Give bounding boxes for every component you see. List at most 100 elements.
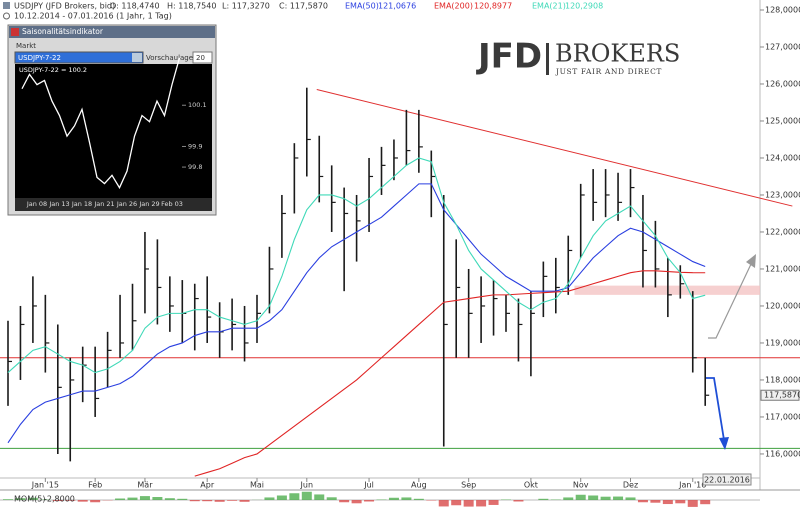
momentum-bar — [600, 496, 611, 500]
y-tick-label: 116,0000 — [765, 449, 800, 458]
momentum-bar — [202, 500, 213, 502]
logo-main: JFD — [476, 37, 542, 77]
momentum-bar — [3, 499, 13, 500]
logo-divider — [546, 43, 549, 75]
momentum-bar — [276, 495, 287, 500]
legend-name: EMA(50) — [345, 2, 379, 11]
x-tick-label: Dez — [623, 481, 638, 490]
legend-value: 120,2908 — [565, 2, 603, 11]
momentum-name: MOM(5) — [14, 495, 45, 504]
x-tick-label: Jan 26 — [116, 200, 137, 208]
x-tick-label: Mai — [250, 481, 264, 490]
momentum-bar — [451, 500, 462, 506]
y-tick-label: 128,0000 — [765, 5, 800, 14]
y-tick-label: 123,0000 — [765, 190, 800, 199]
ema-line — [194, 270, 706, 477]
price-tag-label: 117,5870 — [764, 391, 800, 400]
legend-name: EMA(21) — [532, 2, 566, 11]
x-tick-label: Jan 08 — [26, 200, 47, 208]
momentum-bar — [90, 500, 101, 503]
momentum-bar — [662, 500, 673, 505]
x-tick-label: Feb — [88, 481, 102, 490]
momentum-bar — [364, 500, 375, 502]
momentum-bar — [637, 500, 648, 503]
legend-name: EMA(200) — [434, 2, 473, 11]
logo-slogan: JUST FAIR AND DIRECT — [555, 67, 662, 76]
momentum-bar — [401, 497, 412, 500]
momentum-bar — [650, 500, 661, 503]
inset-content: 100.1 99.9 99.8 Jan 08 Jan 13 Jan 18 Jan 21 Jan… — [21, 57, 207, 208]
arrow-up-head — [746, 254, 756, 268]
market-label: Markt — [16, 42, 36, 50]
y-tick-label: 99.9 — [188, 142, 202, 150]
x-tick-label: Sep — [461, 481, 476, 490]
preview-label: Vorschaulage — [146, 54, 193, 62]
momentum-bar — [388, 497, 399, 500]
x-tick-label: Jun — [300, 481, 314, 490]
seasonality-window: Saisonalitätsindikator Markt USDJPY-7-22… — [7, 24, 217, 216]
window-titlebar — [9, 26, 215, 38]
ema-line — [7, 183, 706, 444]
momentum-bar — [575, 494, 586, 500]
y-tick-label: 100.1 — [188, 101, 207, 109]
x-tick-label: Okt — [524, 481, 538, 490]
inset-plot — [15, 64, 212, 198]
window-close[interactable] — [11, 28, 19, 36]
seasonality-line — [21, 57, 181, 190]
momentum-bar — [239, 500, 250, 502]
inset-axis — [15, 198, 212, 211]
momentum-bar — [351, 500, 362, 504]
momentum-bar — [77, 500, 88, 502]
momentum-bar — [314, 494, 325, 500]
momentum-bar — [700, 500, 711, 505]
momentum-bar — [52, 500, 63, 502]
x-tick-label: Jan '15 — [31, 481, 59, 490]
momentum-bar — [563, 497, 574, 500]
arrow-up — [708, 261, 753, 339]
x-tick-label: Jul — [363, 481, 374, 490]
ohlc-low: L: 117,3270 — [222, 2, 270, 11]
ohlc-open: O: 118,4740 — [110, 2, 160, 11]
momentum-bar — [177, 498, 188, 500]
momentum-bar — [127, 497, 138, 500]
preview-value: 20 — [196, 54, 205, 62]
y-tick-label: 99.8 — [188, 163, 202, 171]
menu-icon[interactable] — [3, 2, 10, 9]
x-tick-label: Jan 21 — [93, 200, 114, 208]
preview-input[interactable] — [192, 51, 213, 64]
trend-line — [316, 89, 793, 207]
momentum-value: -2,8000 — [44, 495, 75, 504]
momentum-bar — [538, 498, 549, 500]
momentum-bar — [189, 500, 200, 502]
y-tick-label: 121,0000 — [765, 264, 800, 273]
momentum-bar — [675, 500, 686, 504]
momentum-bar — [27, 497, 38, 500]
momentum-bar — [476, 500, 487, 507]
momentum-bar — [588, 495, 599, 500]
ohlc-close: C: 117,5870 — [279, 2, 328, 11]
momentum-bar — [65, 500, 76, 501]
x-tick-label: Jan 18 — [71, 200, 92, 208]
momentum-bar — [326, 497, 337, 500]
x-tick-label: Jan 13 — [48, 200, 69, 208]
clock-icon — [3, 12, 10, 20]
y-tick-label: 125,0000 — [765, 116, 800, 125]
momentum-bar — [488, 500, 499, 505]
momentum-bar — [15, 498, 26, 500]
y-tick-label: 126,0000 — [765, 79, 800, 88]
momentum-bar — [115, 498, 126, 500]
market-select[interactable] — [14, 51, 144, 64]
momentum-bar — [264, 497, 275, 500]
momentum-bar — [227, 500, 238, 501]
y-tick-label: 122,0000 — [765, 227, 800, 236]
momentum-bar — [164, 498, 175, 500]
window-title: Saisonalitätsindikator — [22, 27, 104, 36]
momentum-bar — [513, 500, 524, 502]
market-value: USDJPY-7-22 — [18, 54, 61, 62]
momentum-bar — [463, 500, 474, 507]
date-marker-box — [702, 473, 752, 486]
momentum-bar — [152, 497, 163, 500]
momentum-bar — [289, 493, 300, 500]
select-button[interactable] — [132, 53, 142, 62]
